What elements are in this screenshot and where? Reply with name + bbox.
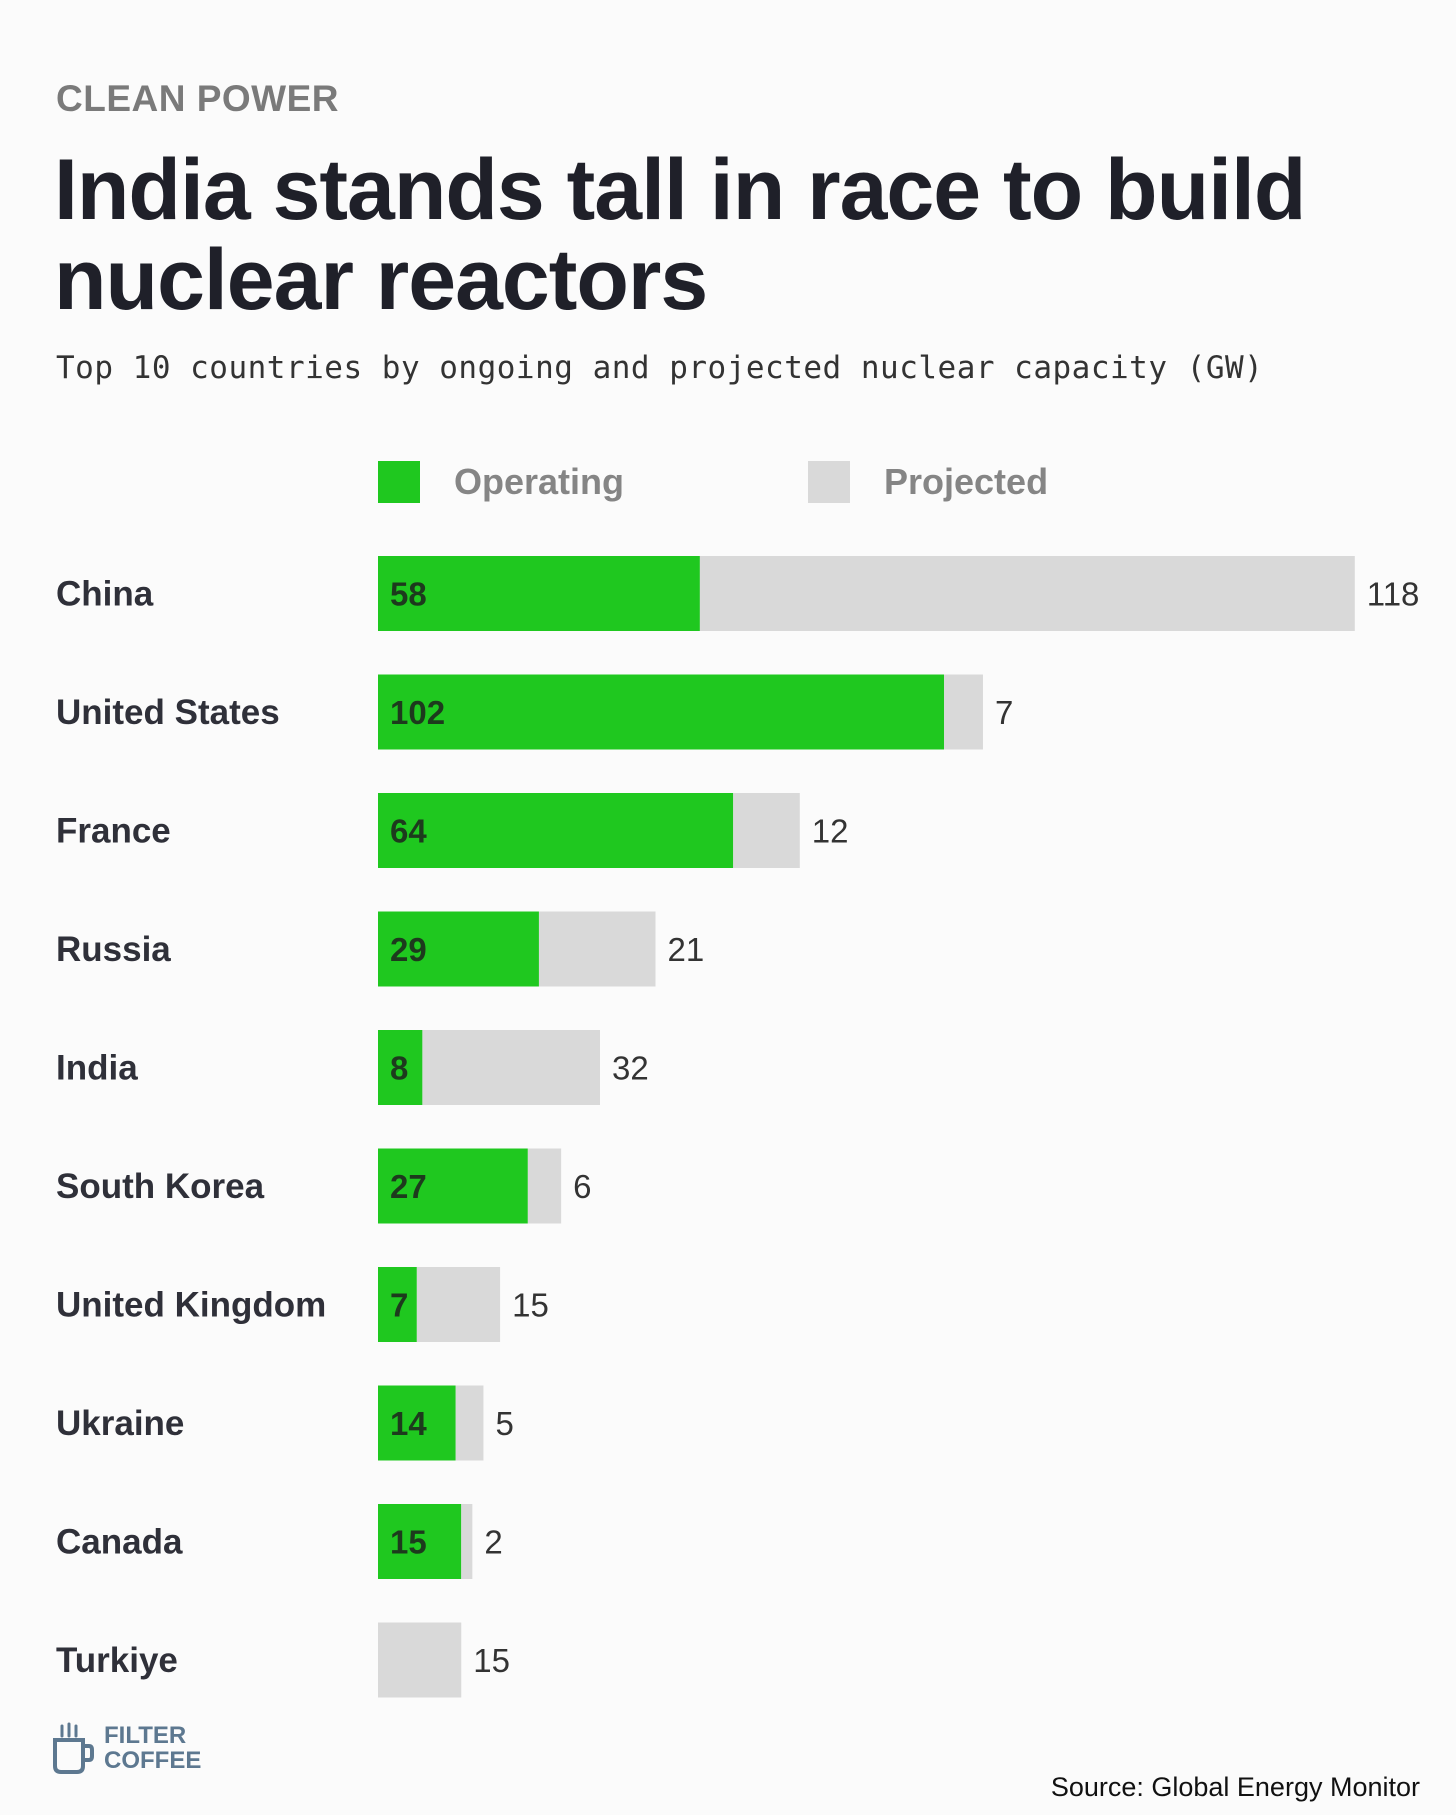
value-operating-united-states: 102 bbox=[390, 694, 445, 731]
bar-operating-united-kingdom bbox=[378, 1267, 417, 1342]
legend-label-projected: Projected bbox=[884, 461, 1049, 502]
value-operating-china: 58 bbox=[390, 576, 427, 613]
bar-projected-india bbox=[422, 1030, 600, 1105]
country-label-france: France bbox=[56, 812, 171, 851]
bar-projected-france bbox=[733, 793, 800, 868]
value-operating-canada: 15 bbox=[390, 1524, 427, 1561]
bar-projected-ukraine bbox=[455, 1385, 484, 1461]
bar-operating-france bbox=[378, 793, 734, 868]
value-projected-india: 32 bbox=[612, 1050, 649, 1087]
logo-text: FILTER COFFEE bbox=[104, 1723, 214, 1773]
value-projected-russia: 21 bbox=[668, 931, 705, 968]
bar-operating-russia bbox=[378, 911, 539, 987]
value-projected-france: 12 bbox=[812, 813, 849, 850]
bar-projected-united-states bbox=[944, 674, 983, 750]
bar-operating-ukraine bbox=[378, 1385, 456, 1461]
bar-projected-turkiye bbox=[378, 1622, 462, 1698]
bar-operating-india bbox=[378, 1030, 423, 1105]
country-label-china: China bbox=[56, 575, 154, 614]
source-note: Source: Global Energy Monitor bbox=[1050, 1772, 1420, 1802]
country-label-russia: Russia bbox=[56, 930, 171, 969]
logo: FILTER COFFEE bbox=[52, 1722, 214, 1774]
legend-item-operating: Operating bbox=[378, 461, 624, 503]
value-operating-india: 8 bbox=[390, 1050, 408, 1087]
country-label-united-kingdom: United Kingdom bbox=[56, 1286, 326, 1325]
bar-operating-south-korea bbox=[378, 1148, 528, 1224]
bar-projected-russia bbox=[538, 911, 656, 987]
value-operating-ukraine: 14 bbox=[390, 1405, 427, 1442]
country-label-india: India bbox=[56, 1049, 138, 1088]
country-label-south-korea: South Korea bbox=[56, 1167, 265, 1206]
legend-item-projected: Projected bbox=[808, 461, 1048, 503]
bar-projected-south-korea bbox=[527, 1148, 562, 1224]
logo-line-1: FILTER bbox=[104, 1722, 187, 1749]
value-projected-turkiye: 15 bbox=[473, 1642, 510, 1679]
country-label-canada: Canada bbox=[56, 1523, 183, 1562]
chart-subtitle: Top 10 countries by ongoing and projecte… bbox=[56, 350, 1264, 386]
bar-operating-united-states bbox=[378, 674, 945, 750]
value-projected-ukraine: 5 bbox=[495, 1405, 513, 1442]
bar-projected-canada bbox=[461, 1504, 473, 1579]
kicker: CLEAN POWER bbox=[56, 78, 339, 119]
value-operating-united-kingdom: 7 bbox=[390, 1287, 408, 1324]
value-projected-china: 118 bbox=[1367, 576, 1420, 613]
country-label-ukraine: Ukraine bbox=[56, 1404, 184, 1443]
country-label-united-states: United States bbox=[56, 693, 280, 732]
coffee-cup-icon bbox=[53, 1722, 94, 1774]
logo-line-2: COFFEE bbox=[104, 1747, 202, 1774]
legend-swatch-operating bbox=[378, 461, 420, 503]
value-projected-canada: 2 bbox=[484, 1524, 502, 1561]
legend-swatch-projected bbox=[808, 461, 850, 503]
value-projected-south-korea: 6 bbox=[573, 1168, 591, 1205]
bar-projected-united-kingdom bbox=[416, 1267, 501, 1342]
legend-label-operating: Operating bbox=[454, 461, 625, 502]
bar-operating-canada bbox=[378, 1504, 462, 1579]
value-operating-russia: 29 bbox=[390, 931, 427, 968]
value-projected-united-kingdom: 15 bbox=[512, 1287, 549, 1324]
country-label-turkiye: Turkiye bbox=[56, 1641, 178, 1680]
bar-operating-china bbox=[378, 556, 700, 631]
value-operating-france: 64 bbox=[390, 813, 427, 850]
value-projected-united-states: 7 bbox=[995, 694, 1013, 731]
chart-title: India stands tall in race to build nucle… bbox=[54, 142, 1306, 328]
bar-projected-china bbox=[699, 556, 1355, 631]
value-operating-south-korea: 27 bbox=[390, 1168, 427, 1205]
